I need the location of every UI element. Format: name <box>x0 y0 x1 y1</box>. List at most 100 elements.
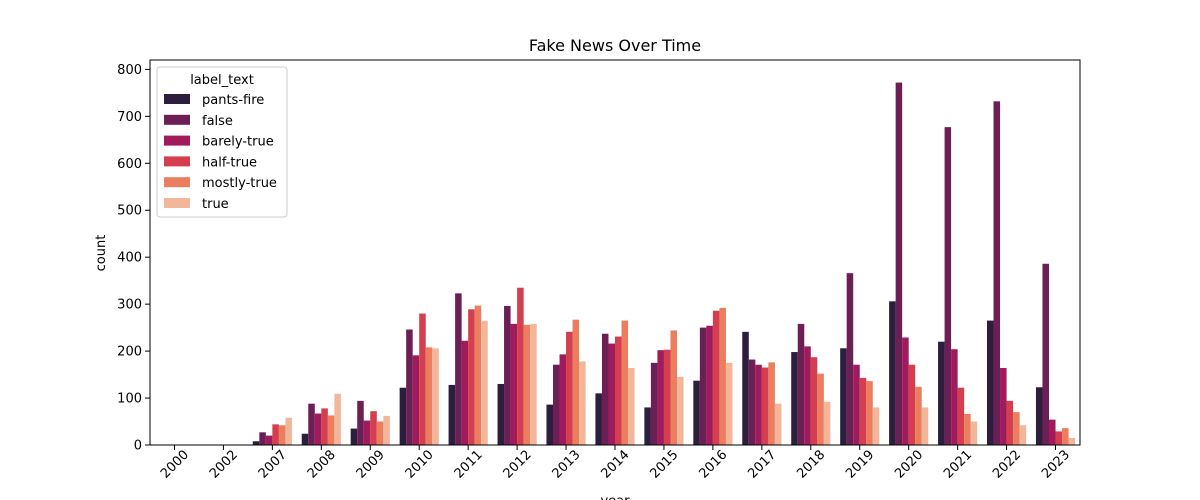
bar-pants-fire-2008 <box>301 433 309 445</box>
bar-barely-true-2019 <box>853 364 860 445</box>
bar-pants-fire-2022 <box>987 320 994 445</box>
bar-true-2017 <box>774 403 782 445</box>
bar-pants-fire-2020 <box>889 301 896 445</box>
x-tick-label: 2002 <box>207 448 241 482</box>
bar-true-2008 <box>334 393 341 445</box>
legend-swatch-false <box>164 114 190 125</box>
bar-true-2009 <box>383 415 390 445</box>
bar-false-2018 <box>797 323 805 445</box>
bar-pants-fire-2009 <box>350 428 358 445</box>
bar-half-true-2019 <box>859 377 867 445</box>
bar-pants-fire-2011 <box>448 384 456 445</box>
bar-true-2023 <box>1068 437 1076 445</box>
x-tick-label: 2020 <box>892 448 926 482</box>
y-tick-label: 600 <box>117 157 142 172</box>
bar-true-2007 <box>285 417 292 445</box>
legend-label-pants-fire: pants-fire <box>202 93 264 108</box>
bar-barely-true-2023 <box>1049 419 1056 445</box>
x-tick-label: 2013 <box>550 448 584 482</box>
bar-false-2019 <box>846 273 854 445</box>
bar-mostly-true-2007 <box>278 425 286 445</box>
x-tick-label: 2000 <box>158 448 192 482</box>
bar-mostly-true-2011 <box>474 305 482 445</box>
bar-barely-true-2011 <box>461 340 469 445</box>
legend-label-false: false <box>202 114 233 129</box>
y-axis: 0 100 200 300 400 500 600 700 800 <box>117 63 150 454</box>
chart-title: Fake News Over Time <box>529 36 701 55</box>
bar-true-2014 <box>628 368 635 445</box>
bar-pants-fire-2010 <box>399 387 407 445</box>
bar-pants-fire-2012 <box>497 383 505 445</box>
legend-swatch-pants-fire <box>164 94 190 104</box>
bar-barely-true-2020 <box>902 337 909 445</box>
x-tick-label: 2010 <box>403 448 437 482</box>
bar-true-2021 <box>970 421 978 445</box>
bar-barely-true-2010 <box>412 355 420 445</box>
bar-half-true-2021 <box>957 387 965 445</box>
legend: label_text pants-fire false barely-true hal… <box>156 66 288 218</box>
bar-mostly-true-2008 <box>327 415 335 445</box>
bar-half-true-2018 <box>810 357 818 445</box>
legend-label-true: true <box>202 197 229 212</box>
bar-false-2013 <box>553 364 560 445</box>
bar-true-2019 <box>872 407 880 445</box>
bar-mostly-true-2015 <box>670 330 677 445</box>
x-tick-label: 2018 <box>794 448 828 482</box>
bar-half-true-2008 <box>321 408 328 445</box>
legend-label-mostly-true: mostly-true <box>202 176 277 191</box>
bar-barely-true-2022 <box>1000 368 1007 445</box>
y-tick-label: 100 <box>117 392 142 407</box>
bar-mostly-true-2023 <box>1062 428 1069 445</box>
bar-half-true-2015 <box>663 349 671 445</box>
bar-mostly-true-2010 <box>425 347 433 445</box>
bar-half-true-2014 <box>615 336 622 445</box>
bar-mostly-true-2016 <box>719 307 726 445</box>
bar-half-true-2009 <box>370 411 377 445</box>
legend-swatch-mostly-true <box>164 177 190 188</box>
bar-false-2009 <box>357 400 364 445</box>
bar-true-2013 <box>579 361 586 445</box>
bar-mostly-true-2021 <box>964 414 971 445</box>
bar-false-2014 <box>601 333 609 445</box>
bar-half-true-2023 <box>1055 431 1063 445</box>
legend-swatch-half-true <box>164 156 190 167</box>
bar-false-2020 <box>895 82 903 445</box>
bar-barely-true-2018 <box>804 346 811 445</box>
x-tick-label: 2016 <box>696 448 730 482</box>
bar-mostly-true-2012 <box>523 324 531 445</box>
bar-mostly-true-2018 <box>817 373 824 445</box>
legend-swatch-barely-true <box>164 135 190 146</box>
bar-barely-true-2013 <box>559 354 567 445</box>
bars-layer <box>161 82 1076 445</box>
x-tick-label: 2015 <box>647 448 681 482</box>
legend-swatch-true <box>164 198 190 208</box>
bar-mostly-true-2022 <box>1013 412 1020 445</box>
bar-true-2022 <box>1019 425 1027 445</box>
bar-half-true-2022 <box>1006 400 1014 445</box>
x-tick-label: 2022 <box>990 448 1024 482</box>
bar-half-true-2020 <box>908 364 916 445</box>
x-tick-label: 2019 <box>843 448 877 482</box>
bar-half-true-2010 <box>419 313 426 445</box>
bar-barely-true-2021 <box>951 349 958 445</box>
bar-false-2016 <box>699 327 707 445</box>
y-tick-label: 0 <box>134 439 142 454</box>
legend-label-half-true: half-true <box>202 155 257 170</box>
bar-pants-fire-2016 <box>693 380 700 445</box>
y-tick-label: 400 <box>117 251 142 266</box>
x-tick-label: 2009 <box>354 448 388 482</box>
bar-mostly-true-2009 <box>376 421 384 445</box>
x-tick-label: 2017 <box>745 448 779 482</box>
bar-false-2017 <box>748 359 756 445</box>
x-tick-label: 2021 <box>941 448 975 482</box>
bar-barely-true-2017 <box>755 364 762 445</box>
bar-barely-true-2007 <box>265 435 273 445</box>
bar-mostly-true-2017 <box>768 362 775 445</box>
x-axis-title: year <box>600 494 630 500</box>
x-tick-label: 2007 <box>256 448 290 482</box>
bar-barely-true-2012 <box>510 323 518 445</box>
bar-false-2021 <box>944 127 952 445</box>
bar-half-true-2013 <box>566 331 573 445</box>
bar-pants-fire-2017 <box>742 331 749 445</box>
